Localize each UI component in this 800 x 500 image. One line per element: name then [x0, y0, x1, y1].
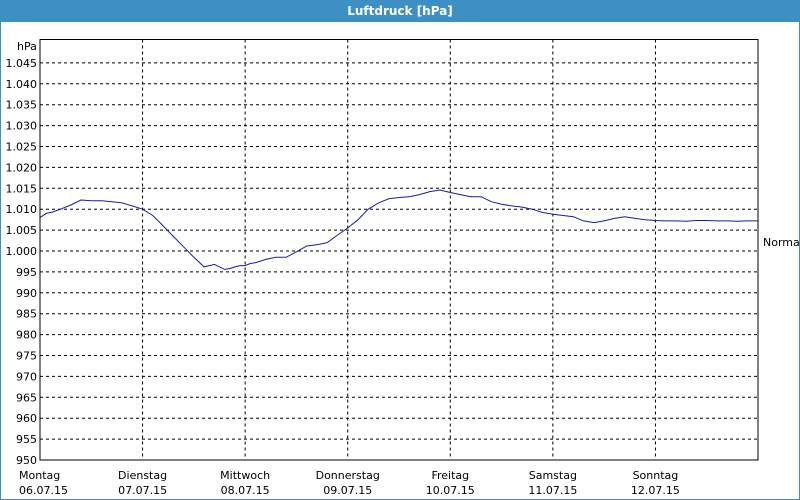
x-tick-date-label: 07.07.15	[118, 484, 167, 497]
plot-area	[39, 39, 759, 461]
x-tick-day-label: Montag	[19, 469, 60, 482]
y-tick-label: 985	[16, 308, 37, 321]
x-tick-day-label: Samstag	[529, 469, 577, 482]
y-tick-label: 1.010	[6, 203, 38, 216]
y-tick-label: 1.040	[6, 78, 38, 91]
y-tick-label: 1.045	[6, 57, 38, 70]
y-tick-label: 995	[16, 266, 37, 279]
x-tick-date-label: 08.07.15	[221, 484, 270, 497]
y-tick-label: 1.000	[6, 245, 38, 258]
y-tick-label: 1.015	[6, 182, 38, 195]
x-tick-day-label: Donnerstag	[316, 469, 380, 482]
y-tick-label: 1.025	[6, 141, 38, 154]
y-tick-label: 980	[16, 329, 37, 342]
y-tick-label: 1.035	[6, 99, 38, 112]
x-tick-date-label: 10.07.15	[426, 484, 475, 497]
y-tick-label: 950	[16, 454, 37, 467]
y-tick-label: 1.005	[6, 224, 38, 237]
x-tick-day-label: Dienstag	[118, 469, 167, 482]
x-tick-day-label: Freitag	[431, 469, 469, 482]
x-tick-day-label: Mittwoch	[220, 469, 270, 482]
y-tick-label: 975	[16, 350, 37, 363]
y-tick-label: 1.030	[6, 120, 38, 133]
x-tick-date-label: 12.07.15	[631, 484, 680, 497]
window-title: Luftdruck [hPa]	[1, 1, 799, 22]
grid-lines	[40, 39, 758, 460]
x-tick-date-label: 09.07.15	[323, 484, 372, 497]
y-axis-ticks: 950 955 960 965 970 975 980 985 990 995 1.000 1.005…	[6, 57, 38, 467]
x-tick-date-label: 11.07.15	[528, 484, 577, 497]
y-axis-unit-label: hPa	[17, 40, 37, 53]
y-tick-label: 955	[16, 433, 37, 446]
normal-reference-label: Normal	[763, 236, 800, 249]
y-tick-label: 1.020	[6, 161, 38, 174]
x-tick-date-label: 06.07.15	[19, 484, 68, 497]
pressure-series-line	[39, 189, 758, 270]
y-tick-label: 960	[16, 412, 37, 425]
y-tick-label: 990	[16, 287, 37, 300]
x-tick-day-label: Sonntag	[633, 469, 679, 482]
x-axis-ticks: Montag 06.07.15 Dienstag 07.07.15 Mittwoch 08…	[19, 469, 680, 497]
y-tick-label: 965	[16, 391, 37, 404]
y-tick-label: 970	[16, 370, 37, 383]
